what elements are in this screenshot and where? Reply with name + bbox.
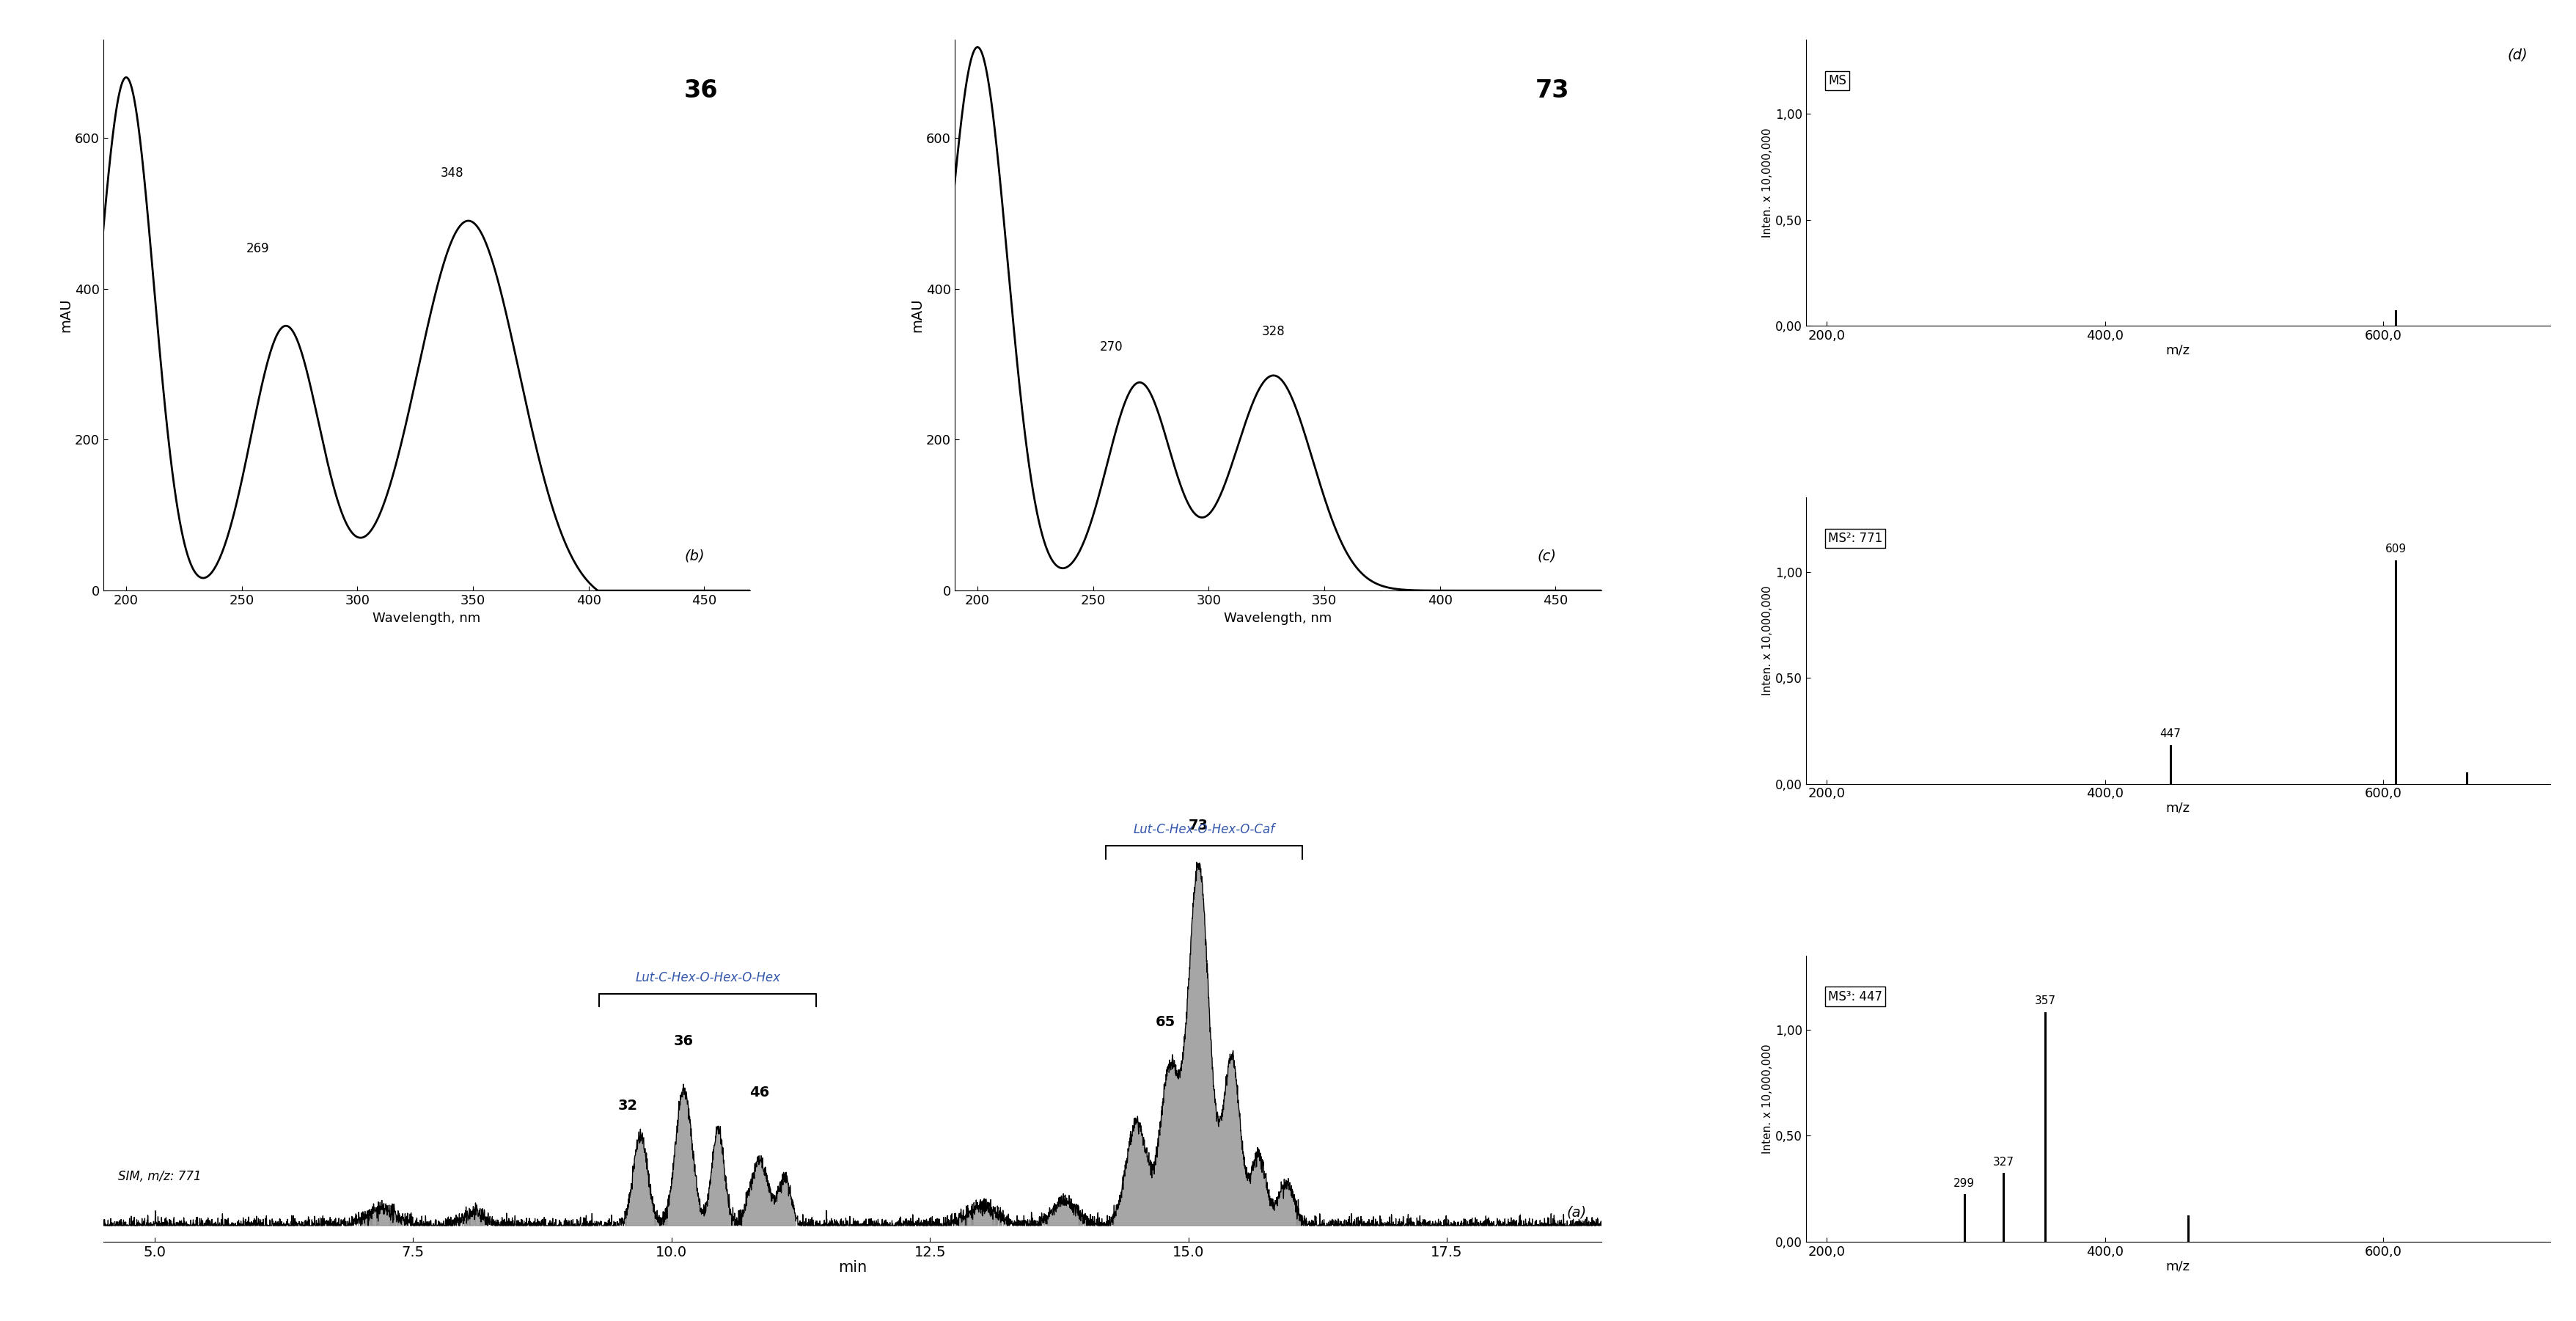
X-axis label: Wavelength, nm: Wavelength, nm bbox=[374, 612, 482, 625]
Text: 327: 327 bbox=[1994, 1156, 2014, 1168]
Text: 73: 73 bbox=[1535, 78, 1569, 103]
Text: 269: 269 bbox=[247, 242, 270, 255]
Text: (a): (a) bbox=[1566, 1205, 1587, 1219]
Y-axis label: Inten. x 10,000,000: Inten. x 10,000,000 bbox=[1762, 128, 1772, 238]
Text: MS²: 771: MS²: 771 bbox=[1829, 532, 1883, 546]
Text: MS: MS bbox=[1829, 74, 1847, 87]
Text: (d): (d) bbox=[2506, 48, 2527, 62]
Text: SIM, m/z: 771: SIM, m/z: 771 bbox=[118, 1170, 201, 1184]
X-axis label: m/z: m/z bbox=[2166, 1259, 2190, 1272]
Text: 447: 447 bbox=[2159, 728, 2182, 740]
Text: 65: 65 bbox=[1157, 1015, 1175, 1029]
Y-axis label: Inten. x 10,000,000: Inten. x 10,000,000 bbox=[1762, 1044, 1772, 1153]
Text: 46: 46 bbox=[750, 1086, 770, 1100]
Y-axis label: mAU: mAU bbox=[59, 299, 72, 332]
Y-axis label: mAU: mAU bbox=[909, 299, 925, 332]
X-axis label: m/z: m/z bbox=[2166, 802, 2190, 815]
Text: 328: 328 bbox=[1262, 325, 1285, 338]
Text: 36: 36 bbox=[685, 78, 719, 103]
X-axis label: Wavelength, nm: Wavelength, nm bbox=[1224, 612, 1332, 625]
Text: 299: 299 bbox=[1953, 1178, 1976, 1189]
Text: 357: 357 bbox=[2035, 996, 2056, 1007]
Text: (b): (b) bbox=[685, 550, 706, 563]
Text: Lut-C-Hex-O-Hex-O-Hex: Lut-C-Hex-O-Hex-O-Hex bbox=[636, 971, 781, 984]
Y-axis label: Inten. x 10,000,000: Inten. x 10,000,000 bbox=[1762, 585, 1772, 696]
Text: (c): (c) bbox=[1538, 550, 1556, 563]
Text: 36: 36 bbox=[675, 1034, 693, 1049]
Text: 73: 73 bbox=[1188, 819, 1208, 832]
Text: 348: 348 bbox=[440, 166, 464, 180]
X-axis label: min: min bbox=[837, 1260, 866, 1275]
X-axis label: m/z: m/z bbox=[2166, 343, 2190, 357]
Text: 609: 609 bbox=[2385, 544, 2406, 555]
Text: 32: 32 bbox=[618, 1099, 639, 1112]
Text: Lut-C-Hex-O-Hex-O-Caf: Lut-C-Hex-O-Hex-O-Caf bbox=[1133, 823, 1275, 836]
Text: 270: 270 bbox=[1100, 341, 1123, 354]
Text: MS³: 447: MS³: 447 bbox=[1829, 989, 1883, 1003]
